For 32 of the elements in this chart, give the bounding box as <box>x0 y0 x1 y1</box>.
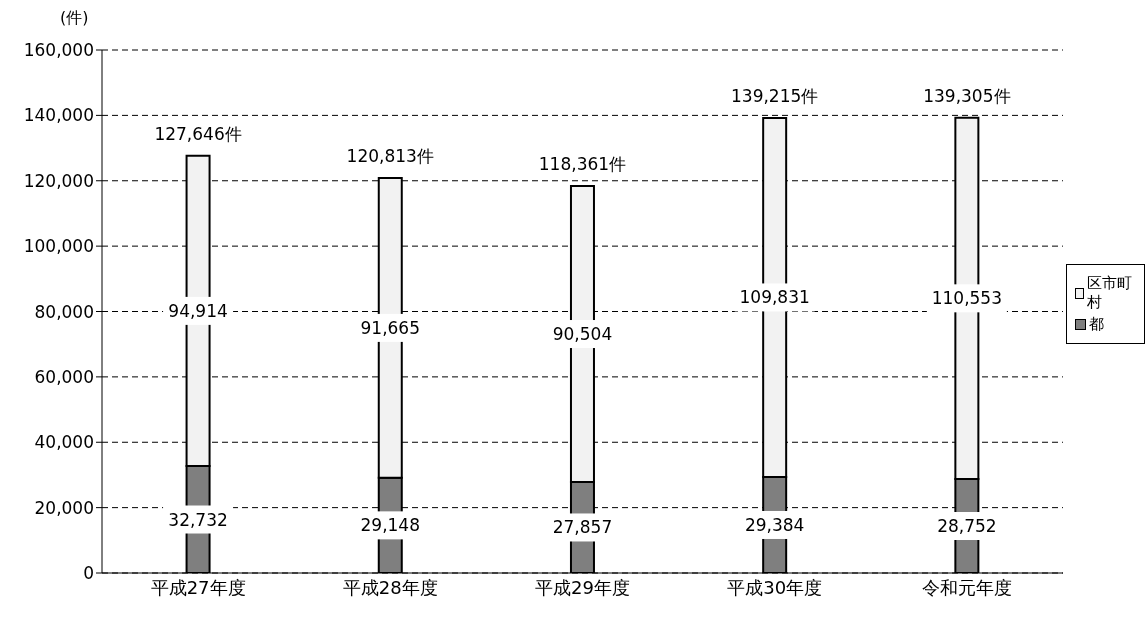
data-label: 28,752 <box>937 516 997 537</box>
data-label: 110,553 <box>931 288 1003 309</box>
total-label: 139,215件 <box>731 85 819 106</box>
data-label: 29,384 <box>744 514 805 535</box>
y-tick-label: 140,000 <box>23 105 94 126</box>
data-label: 32,732 <box>168 509 228 530</box>
y-tick-label: 120,000 <box>23 170 94 191</box>
y-tick-label: 0 <box>83 563 94 584</box>
x-tick-label: 平成27年度 <box>150 576 246 598</box>
y-tick-label: 20,000 <box>34 497 94 518</box>
x-tick-label: 平成28年度 <box>342 576 438 598</box>
total-label: 139,305件 <box>923 85 1011 106</box>
y-tick-label: 60,000 <box>34 366 94 387</box>
data-label: 27,857 <box>552 517 613 538</box>
y-tick-label: 80,000 <box>34 301 94 322</box>
data-label: 91,665 <box>360 317 421 338</box>
x-tick-label: 平成29年度 <box>535 576 630 598</box>
legend-label: 都 <box>1089 315 1104 334</box>
y-tick-label: 40,000 <box>34 432 94 453</box>
y-tick-label: 160,000 <box>23 40 94 61</box>
data-label: 109,831 <box>739 287 810 308</box>
x-tick-label: 令和元年度 <box>921 576 1012 598</box>
total-label: 127,646件 <box>154 123 242 144</box>
x-tick-label: 平成30年度 <box>727 576 823 598</box>
data-label: 29,148 <box>360 515 421 536</box>
legend-label: 区市町村 <box>1087 274 1134 312</box>
total-label: 120,813件 <box>346 146 434 167</box>
total-label: 118,361件 <box>538 154 627 175</box>
y-tick-label: 100,000 <box>23 236 94 257</box>
data-label: 94,914 <box>168 300 228 321</box>
data-label: 90,504 <box>552 324 613 345</box>
y-axis-title: (件) <box>60 8 89 29</box>
